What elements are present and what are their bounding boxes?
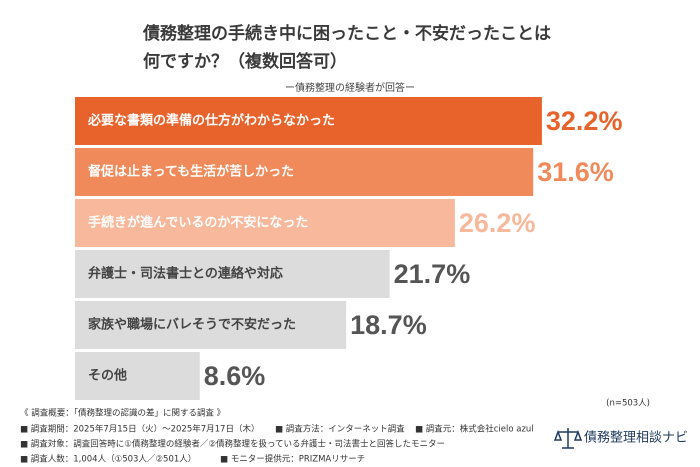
bar: [75, 250, 390, 298]
category-label: 弁護士・司法書士との連絡や対応: [88, 266, 283, 282]
bar: [75, 352, 200, 400]
footer-item: ■ 調査元：株式会社cielo azul: [415, 424, 534, 435]
footer-item: ■ 調査方法：インターネット調査: [275, 424, 405, 435]
logo-text: 債務整理相談ナビ: [584, 430, 688, 446]
bar: [75, 148, 534, 196]
chart-title: 債務整理の手続き中に困ったこと・不安だったことは: [142, 23, 551, 44]
sample-note: (n=503人): [606, 399, 650, 409]
value-label: 18.7%: [350, 310, 427, 340]
category-label: 家族や職場にバレそうで不安だった: [88, 317, 296, 333]
subtitle: ー債務整理の経験者が回答ー: [285, 81, 415, 94]
bar: [75, 199, 455, 247]
value-label: 26.2%: [459, 208, 536, 238]
footer-item: ■ 調査対象：調査回答時に①債務整理の経験者／②債務整理を扱っている弁護士・司法…: [20, 439, 445, 450]
footer-item: ■ モニター提供元：PRIZMAリサーチ: [220, 454, 365, 465]
logo-icon: [553, 428, 583, 449]
category-label: 督促は止まっても生活が苦しかった: [88, 164, 294, 180]
value-label: 31.6%: [537, 157, 614, 187]
bar: [75, 97, 542, 145]
category-label: その他: [88, 368, 127, 384]
value-label: 8.6%: [204, 361, 266, 391]
category-label: 手続きが進んでいるのか不安になった: [88, 215, 308, 231]
footer-item: ■ 調査期間：2025年7月15日（火）～2025年7月17日（木）: [20, 424, 259, 435]
footer-heading: 《 調査概要：「債務整理の認識の差」に関する調査 》: [20, 408, 225, 419]
footer-item: ■ 調査人数：1,004人（①503人／②501人）: [20, 454, 196, 465]
bar: [75, 301, 347, 349]
category-label: 必要な書類の準備の仕方がわからなかった: [87, 113, 335, 129]
chart-title: 何ですか？（複数回答可）: [143, 51, 347, 72]
value-label: 21.7%: [394, 259, 471, 289]
value-label: 32.2%: [546, 106, 623, 136]
